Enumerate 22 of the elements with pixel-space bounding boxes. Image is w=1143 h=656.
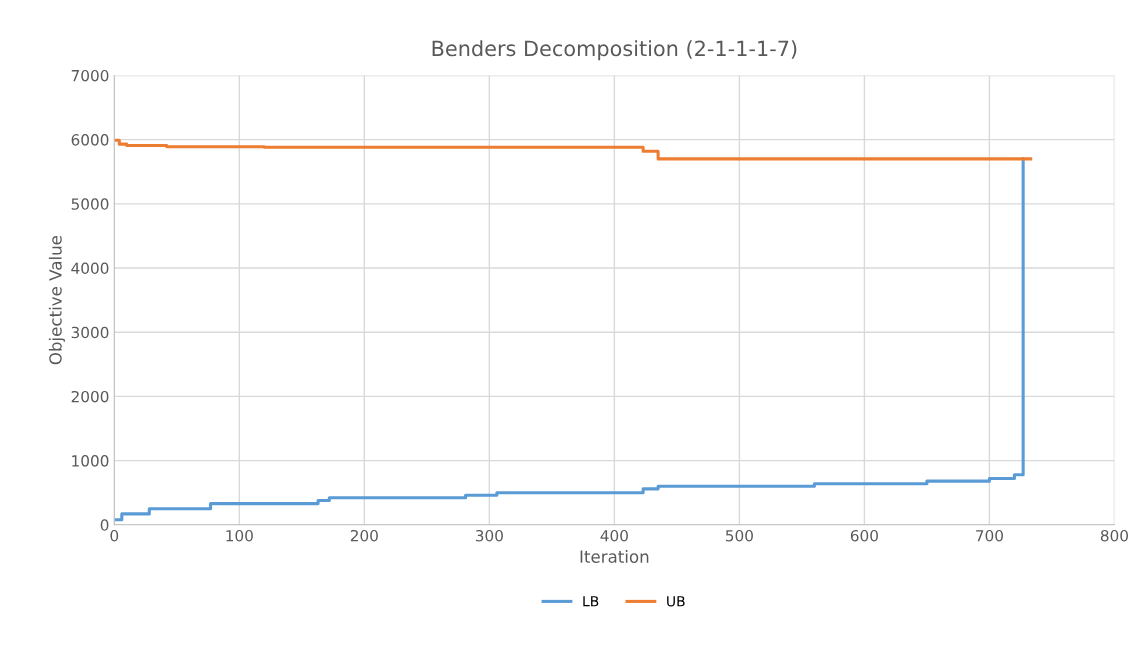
y-tick-label: 0 (100, 519, 109, 531)
x-tick-label: 200 (350, 529, 378, 542)
x-tick-label: 400 (600, 529, 628, 542)
x-tick-label: 100 (226, 529, 253, 542)
y-tick-label: 1000 (72, 455, 109, 467)
legend-label: LB (583, 596, 599, 607)
x-axis-title: Iteration (580, 550, 649, 563)
y-tick-label: 6000 (71, 134, 109, 146)
x-tick-label: 600 (850, 529, 878, 542)
y-axis-title: Objective Value (48, 235, 65, 365)
legend-label: UB (667, 596, 685, 607)
y-tick-label: 5000 (71, 198, 109, 210)
x-tick-label: 700 (976, 529, 1003, 542)
y-tick-label: 3000 (71, 326, 109, 339)
y-tick-label: 7000 (71, 69, 109, 82)
x-tick-label: 300 (475, 529, 503, 542)
x-tick-label: 0 (110, 529, 119, 542)
y-tick-label: 4000 (71, 262, 109, 275)
chart-title: Benders Decomposition (2-1-1-1-7) (432, 40, 797, 61)
x-tick-label: 800 (1100, 529, 1128, 542)
x-tick-label: 500 (725, 529, 753, 542)
y-tick-label: 2000 (71, 390, 109, 403)
